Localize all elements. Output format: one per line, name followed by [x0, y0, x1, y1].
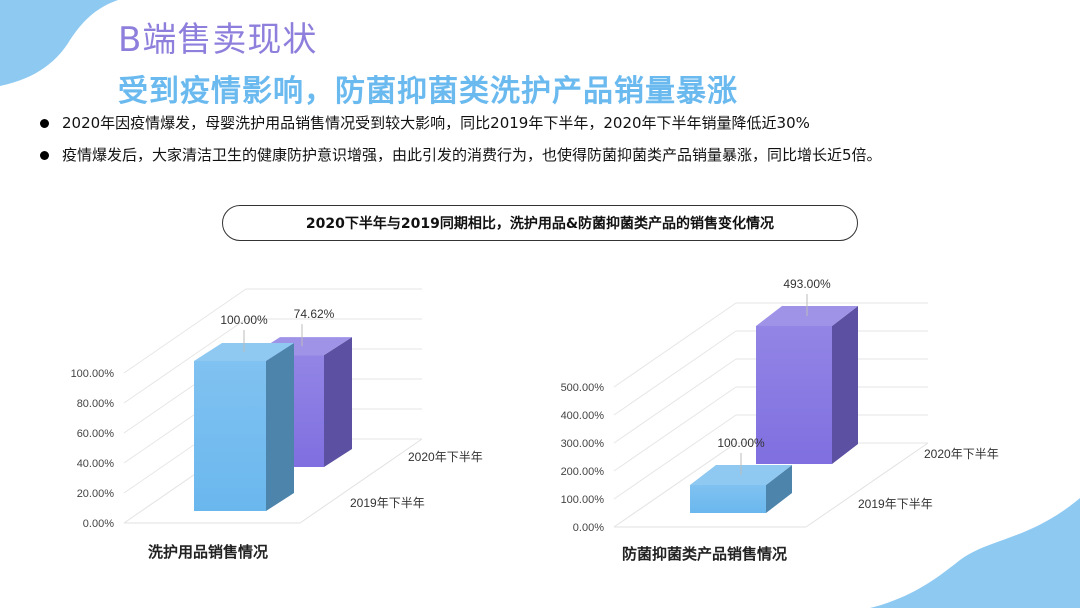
grid-diag	[613, 302, 737, 388]
y-tick-label: 100.00%	[71, 368, 115, 380]
data-label: 100.00%	[220, 313, 268, 327]
bar-0-front	[194, 361, 266, 511]
bottom-right-decor	[870, 498, 1080, 608]
data-label: 74.62%	[294, 307, 335, 321]
category-label: 2019年下半年	[858, 497, 933, 511]
y-tick-label: 100.00%	[561, 494, 605, 506]
bullet-dot-icon	[40, 119, 49, 128]
grid-diag	[613, 414, 737, 500]
y-tick-label: 500.00%	[561, 382, 605, 394]
y-tick-label: 60.00%	[77, 428, 115, 440]
top-left-decor	[0, 0, 118, 86]
bullet-item: 疫情爆发后，大家清洁卫生的健康防护意识增强，由此引发的消费行为，也使得防菌抑菌类…	[38, 144, 882, 176]
grid-diag	[123, 318, 247, 404]
grid-diag	[613, 330, 737, 416]
bar-0-side	[266, 343, 294, 511]
floor-right-line	[805, 442, 929, 528]
bar-1-side	[832, 305, 858, 464]
y-tick-label: 0.00%	[83, 518, 114, 530]
floor-right-line	[299, 438, 423, 524]
data-label: 493.00%	[783, 277, 831, 291]
bar-1-side	[324, 337, 352, 467]
grid-diag	[123, 288, 247, 374]
bullet-dot-icon	[40, 151, 49, 160]
category-label: 2020年下半年	[408, 450, 483, 464]
bullet-list: 2020年因疫情爆发，母婴洗护用品销售情况受到较大影响，同比2019年下半年，2…	[38, 112, 882, 176]
y-tick-label: 80.00%	[77, 398, 115, 410]
bullet-text: 2020年因疫情爆发，母婴洗护用品销售情况受到较大影响，同比2019年下半年，2…	[62, 114, 810, 132]
y-tick-label: 400.00%	[561, 410, 605, 422]
y-tick-label: 20.00%	[77, 488, 115, 500]
chart-2-title: 防菌抑菌类产品销售情况	[622, 545, 788, 563]
category-label: 2020年下半年	[924, 447, 999, 461]
chart-2: 0.00% 100.00% 200.00% 300.00% 400.00% 500.00%…	[561, 277, 999, 534]
y-tick-label: 0.00%	[573, 522, 604, 534]
y-tick-label: 300.00%	[561, 438, 605, 450]
bar-0-front	[690, 485, 766, 513]
category-label: 2019年下半年	[350, 496, 425, 510]
section-title-pill: 2020下半年与2019同期相比，洗护用品&防菌抑菌类产品的销售变化情况	[222, 205, 858, 241]
bar-0-side	[766, 465, 792, 513]
grid-diag	[613, 386, 737, 472]
chart-1: 0.00% 20.00% 40.00% 60.00% 80.00% 100.00% 74.6…	[71, 288, 483, 530]
page-title: B端售卖现状	[118, 20, 318, 60]
bar-1-front	[756, 325, 832, 464]
bullet-item: 2020年因疫情爆发，母婴洗护用品销售情况受到较大影响，同比2019年下半年，2…	[38, 112, 882, 144]
chart-1-title: 洗护用品销售情况	[148, 543, 269, 561]
page-subtitle: 受到疫情影响，防菌抑菌类洗护产品销量暴涨	[118, 74, 738, 109]
grid-diag	[613, 442, 737, 528]
y-tick-label: 40.00%	[77, 458, 115, 470]
bullet-text: 疫情爆发后，大家清洁卫生的健康防护意识增强，由此引发的消费行为，也使得防菌抑菌类…	[62, 146, 882, 164]
grid-diag	[613, 358, 737, 444]
data-label: 100.00%	[717, 436, 765, 450]
y-tick-label: 200.00%	[561, 466, 605, 478]
